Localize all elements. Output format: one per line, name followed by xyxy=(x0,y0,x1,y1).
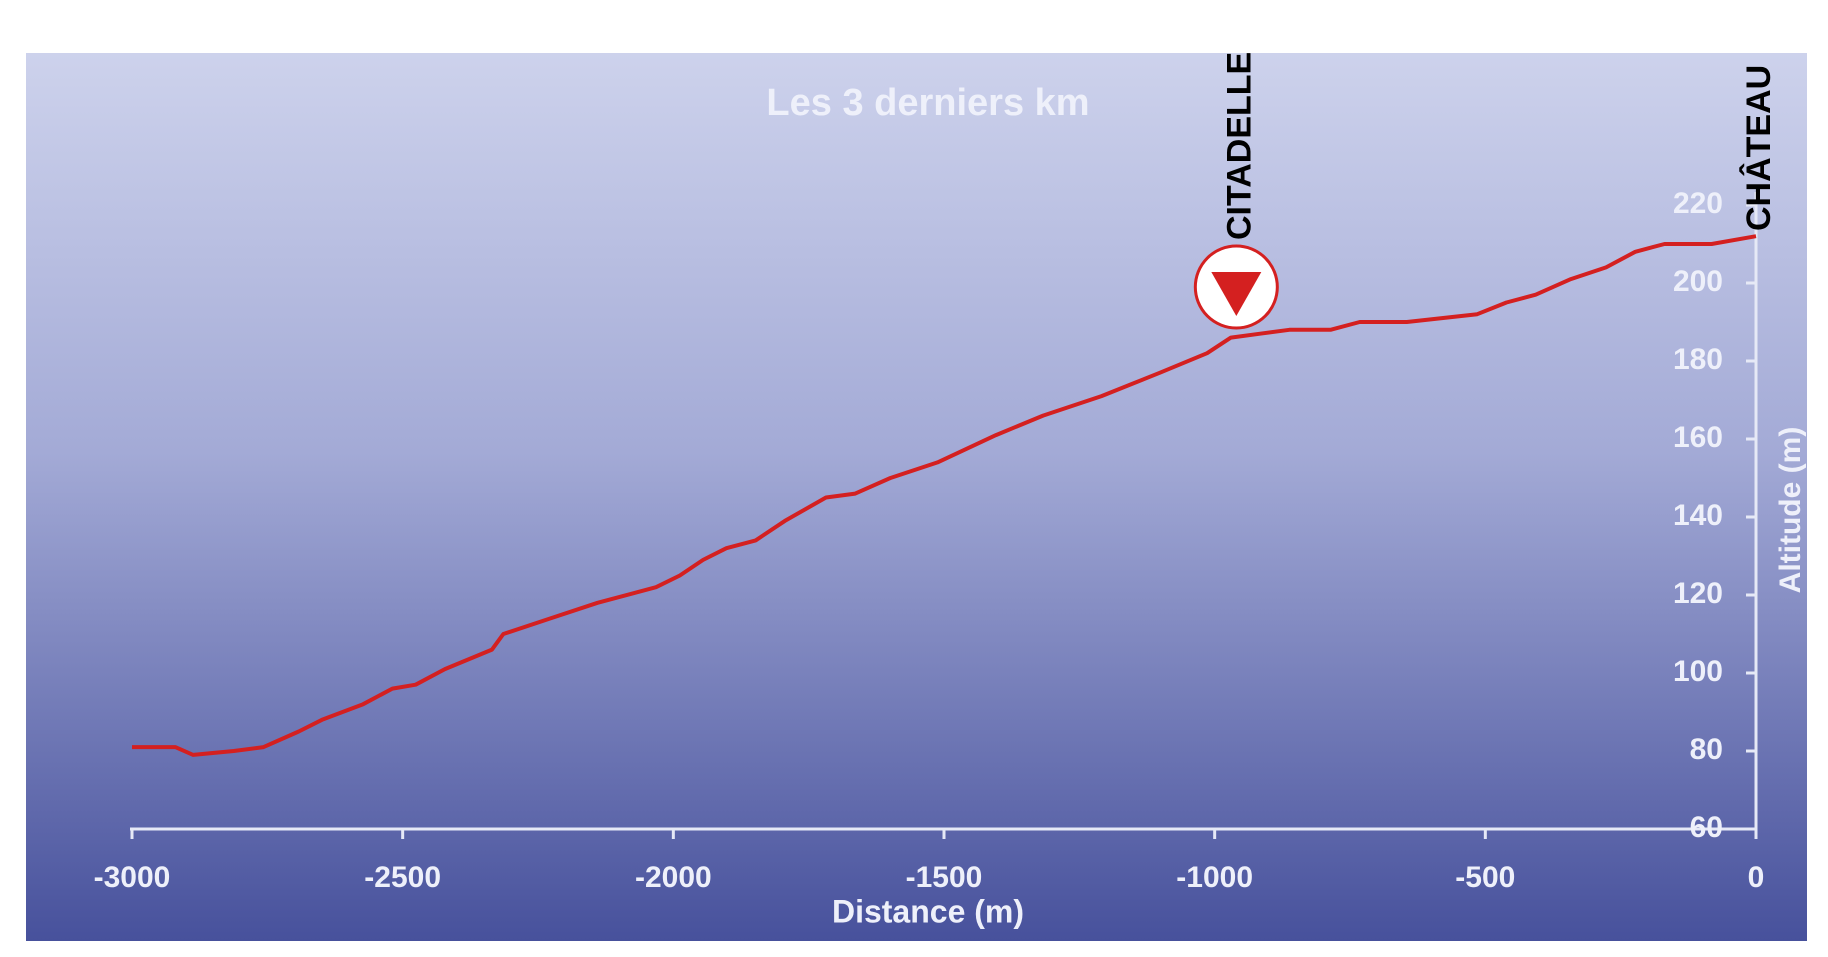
x-tick-label: -1000 xyxy=(1176,861,1253,894)
y-tick-label: 220 xyxy=(1673,187,1723,220)
x-tick-label: -500 xyxy=(1455,861,1515,894)
x-tick-label: -3000 xyxy=(94,861,171,894)
x-tick-label: -2000 xyxy=(635,861,712,894)
y-tick-label: 200 xyxy=(1673,265,1723,298)
y-tick-label: 120 xyxy=(1673,577,1723,610)
x-tick-label: -1500 xyxy=(906,861,983,894)
y-tick-label: 180 xyxy=(1673,343,1723,376)
y-tick-label: 100 xyxy=(1673,655,1723,688)
x-tick-label: 0 xyxy=(1748,861,1765,894)
annotation-marker-arrow xyxy=(1211,272,1262,316)
y-tick-label: 80 xyxy=(1690,733,1723,766)
y-tick-label: 160 xyxy=(1673,421,1723,454)
annotation-label: CHÂTEAU xyxy=(1740,65,1778,231)
plot-background xyxy=(26,53,1807,941)
altitude-line xyxy=(132,234,1757,757)
y-tick-label: 140 xyxy=(1673,499,1723,532)
x-axis-label: Distance (m) xyxy=(832,893,1024,929)
chart-title: Les 3 derniers km xyxy=(766,82,1089,124)
y-axis-label: Altitude (m) xyxy=(1774,427,1807,594)
y-tick-label: 60 xyxy=(1690,811,1723,844)
x-tick-label: -2500 xyxy=(364,861,441,894)
annotation-label: CITADELLE xyxy=(1220,52,1258,240)
